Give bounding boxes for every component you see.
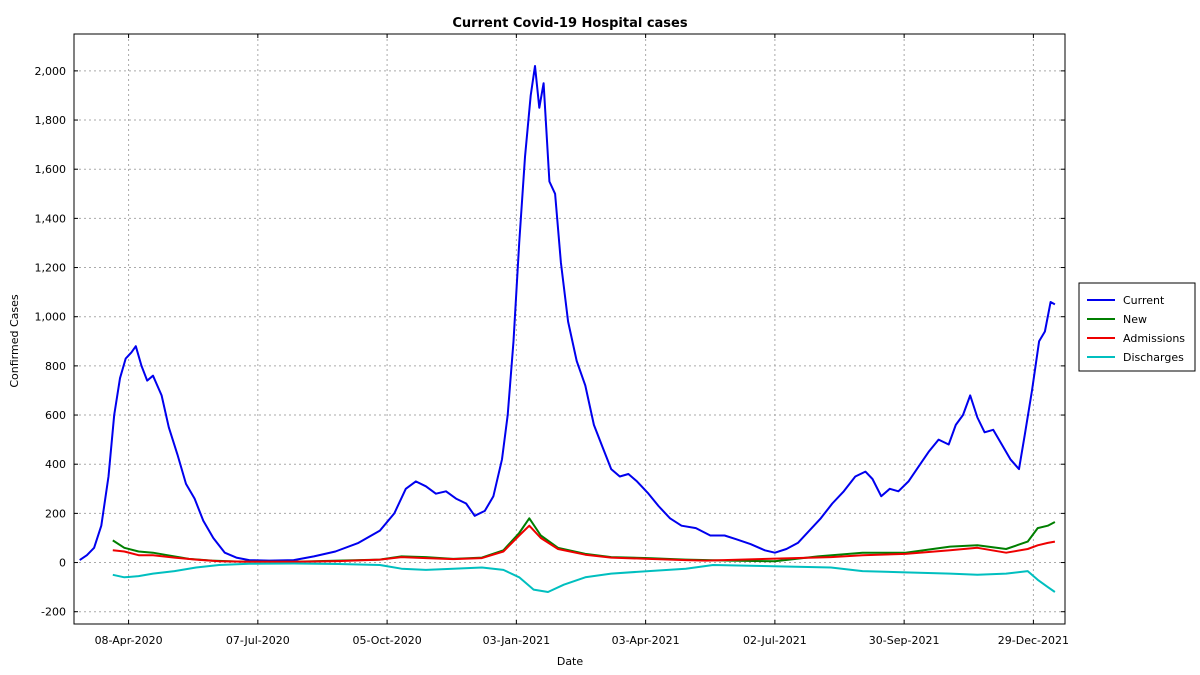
y-tick-label: 1,400 (35, 212, 67, 225)
x-tick-label: 03-Jan-2021 (483, 634, 551, 647)
x-tick-label: 08-Apr-2020 (95, 634, 163, 647)
y-tick-label: 0 (59, 557, 66, 570)
series-line-admissions (112, 524, 1056, 563)
y-tick-label: 1,600 (35, 163, 67, 176)
x-tick-label: 30-Sep-2021 (869, 634, 940, 647)
legend: Current New Admissions Discharges (1078, 282, 1196, 372)
x-tick-label: 29-Dec-2021 (998, 634, 1069, 647)
legend-label-admissions: Admissions (1123, 332, 1185, 345)
series-layer (79, 65, 1056, 593)
x-tick-label: 07-Jul-2020 (226, 634, 290, 647)
y-tick-label: 1,800 (35, 114, 67, 127)
y-axis-label: Confirmed Cases (8, 294, 21, 388)
x-axis-label: Date (557, 655, 584, 668)
y-tick-label: 2,000 (35, 65, 67, 78)
legend-label-current: Current (1123, 294, 1165, 307)
x-tick-label: 02-Jul-2021 (743, 634, 807, 647)
x-tick-label: 05-Oct-2020 (352, 634, 421, 647)
chart-title: Current Covid-19 Hospital cases (452, 16, 687, 31)
y-tick-label: 1,200 (35, 262, 67, 275)
y-tick-label: 200 (45, 507, 66, 520)
y-tick-label: -200 (41, 606, 66, 619)
y-tick-label: 800 (45, 360, 66, 373)
series-line-current (79, 65, 1056, 562)
x-axis-ticks: 08-Apr-2020 07-Jul-2020 05-Oct-2020 03-Jan-… (95, 34, 1069, 647)
legend-label-new: New (1123, 313, 1147, 326)
y-axis-ticks: -200 0 200 400 600 800 1,000 1,200 1,400 1,600 1,8… (35, 65, 1065, 619)
legend-label-discharges: Discharges (1123, 351, 1184, 364)
plot-frame (73, 33, 1066, 625)
x-tick-label: 03-Apr-2021 (612, 634, 680, 647)
y-tick-label: 1,000 (35, 311, 67, 324)
y-tick-label: 600 (45, 409, 66, 422)
grid-lines (74, 34, 1065, 624)
series-line-discharges (112, 562, 1056, 593)
y-tick-label: 400 (45, 458, 66, 471)
